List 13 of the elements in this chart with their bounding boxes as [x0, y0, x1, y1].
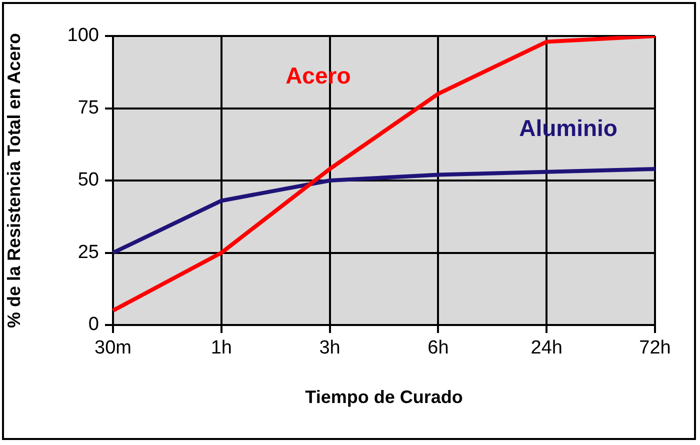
y-tick-label: 100 — [67, 25, 99, 46]
x-tick-label: 6h — [428, 338, 449, 359]
y-tick-label: 75 — [78, 97, 99, 118]
x-tick-label: 1h — [210, 338, 232, 359]
x-tick-label: 24h — [530, 338, 562, 359]
y-axis-title: % de la Resistencia Total en Acero — [4, 32, 24, 328]
y-tick-label: 0 — [88, 314, 99, 336]
x-tick-label: 30m — [94, 338, 132, 359]
x-tick-label: 3h — [319, 338, 340, 359]
x-tick-label: 72h — [639, 338, 671, 359]
x-axis-title: Tiempo de Curado — [305, 387, 463, 408]
y-tick-label: 25 — [78, 242, 99, 263]
y-tick-label: 50 — [78, 170, 99, 191]
